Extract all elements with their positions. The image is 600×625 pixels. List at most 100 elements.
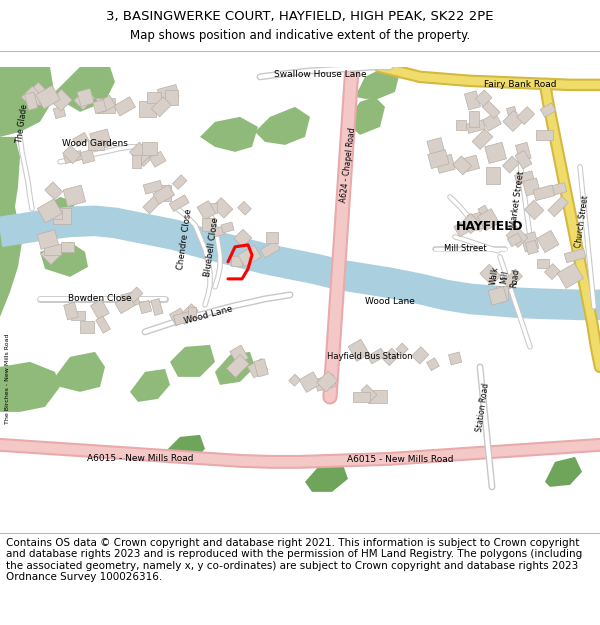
Polygon shape — [367, 348, 385, 364]
Polygon shape — [151, 97, 172, 117]
Polygon shape — [427, 358, 439, 371]
Polygon shape — [521, 232, 539, 252]
Text: Bowden Close: Bowden Close — [68, 294, 132, 303]
Polygon shape — [314, 374, 336, 391]
Polygon shape — [526, 241, 538, 254]
Polygon shape — [29, 82, 50, 104]
Text: Bluebell Close: Bluebell Close — [203, 217, 221, 277]
Text: Walk
Mill
Road: Walk Mill Road — [489, 265, 521, 289]
Polygon shape — [121, 291, 140, 308]
Polygon shape — [502, 156, 520, 173]
Polygon shape — [515, 151, 532, 169]
Polygon shape — [197, 201, 215, 220]
Polygon shape — [172, 175, 187, 189]
Polygon shape — [169, 308, 187, 326]
Text: Wood Lane: Wood Lane — [183, 304, 233, 326]
Polygon shape — [428, 150, 449, 169]
Polygon shape — [472, 129, 493, 149]
Polygon shape — [496, 286, 508, 300]
Polygon shape — [478, 209, 499, 231]
Polygon shape — [515, 142, 531, 161]
Polygon shape — [212, 226, 224, 237]
Text: Mill Street: Mill Street — [443, 244, 487, 253]
Text: Market Street: Market Street — [509, 170, 526, 228]
Polygon shape — [45, 197, 75, 227]
Text: Contains OS data © Crown copyright and database right 2021. This information is : Contains OS data © Crown copyright and d… — [6, 538, 582, 582]
Polygon shape — [93, 99, 106, 114]
Polygon shape — [73, 132, 89, 147]
Polygon shape — [469, 111, 479, 127]
Polygon shape — [147, 92, 161, 103]
Polygon shape — [533, 185, 555, 201]
Text: Wood Lane: Wood Lane — [365, 298, 415, 306]
Polygon shape — [480, 264, 501, 285]
Polygon shape — [71, 311, 85, 320]
Polygon shape — [453, 156, 472, 175]
Polygon shape — [537, 259, 549, 268]
Polygon shape — [50, 89, 72, 111]
Polygon shape — [36, 86, 60, 109]
Polygon shape — [503, 269, 523, 289]
Polygon shape — [461, 213, 481, 234]
Polygon shape — [506, 106, 517, 118]
Text: Church Street: Church Street — [574, 195, 590, 249]
Polygon shape — [459, 155, 479, 173]
Polygon shape — [396, 343, 408, 355]
Polygon shape — [238, 245, 261, 267]
Polygon shape — [353, 391, 370, 402]
Polygon shape — [255, 107, 310, 145]
Text: A624 - Chapel Road: A624 - Chapel Road — [339, 127, 357, 203]
Polygon shape — [44, 209, 62, 219]
Polygon shape — [114, 97, 136, 116]
Polygon shape — [467, 213, 484, 232]
Polygon shape — [482, 101, 500, 119]
Polygon shape — [234, 229, 252, 247]
Polygon shape — [260, 241, 280, 258]
Polygon shape — [149, 151, 166, 168]
Polygon shape — [127, 287, 143, 302]
Polygon shape — [130, 369, 170, 402]
Polygon shape — [77, 89, 94, 106]
Polygon shape — [456, 120, 466, 130]
Polygon shape — [80, 321, 94, 333]
Polygon shape — [165, 90, 178, 105]
Polygon shape — [449, 352, 462, 365]
Polygon shape — [464, 91, 481, 110]
Polygon shape — [80, 149, 95, 164]
Polygon shape — [130, 142, 152, 164]
Polygon shape — [151, 299, 163, 316]
Polygon shape — [98, 95, 116, 112]
Polygon shape — [22, 86, 44, 109]
Polygon shape — [143, 193, 164, 214]
Polygon shape — [53, 209, 71, 224]
Text: The Glade: The Glade — [15, 104, 29, 144]
Polygon shape — [266, 232, 278, 243]
Polygon shape — [64, 302, 79, 320]
Polygon shape — [41, 243, 62, 264]
Polygon shape — [317, 371, 338, 392]
Text: 3, BASINGWERKE COURT, HAYFIELD, HIGH PEAK, SK22 2PE: 3, BASINGWERKE COURT, HAYFIELD, HIGH PEA… — [106, 10, 494, 22]
Polygon shape — [485, 142, 506, 163]
Polygon shape — [545, 457, 582, 487]
Polygon shape — [139, 301, 152, 314]
Polygon shape — [382, 348, 399, 366]
Polygon shape — [178, 304, 198, 324]
Polygon shape — [540, 103, 556, 118]
Polygon shape — [345, 97, 385, 135]
Polygon shape — [0, 67, 55, 137]
Polygon shape — [508, 233, 522, 247]
Polygon shape — [238, 201, 251, 215]
Polygon shape — [0, 362, 60, 412]
Polygon shape — [348, 339, 370, 361]
Text: A6015 - New Mills Road: A6015 - New Mills Road — [347, 456, 453, 464]
Polygon shape — [478, 205, 492, 221]
Polygon shape — [37, 230, 59, 249]
Text: The Birches - New Mills Road: The Birches - New Mills Road — [5, 334, 11, 424]
Polygon shape — [96, 316, 110, 333]
Text: Map shows position and indicative extent of the property.: Map shows position and indicative extent… — [130, 29, 470, 42]
Polygon shape — [215, 352, 255, 385]
Polygon shape — [62, 146, 81, 164]
Polygon shape — [132, 155, 141, 168]
Polygon shape — [44, 244, 61, 255]
Polygon shape — [97, 98, 115, 114]
